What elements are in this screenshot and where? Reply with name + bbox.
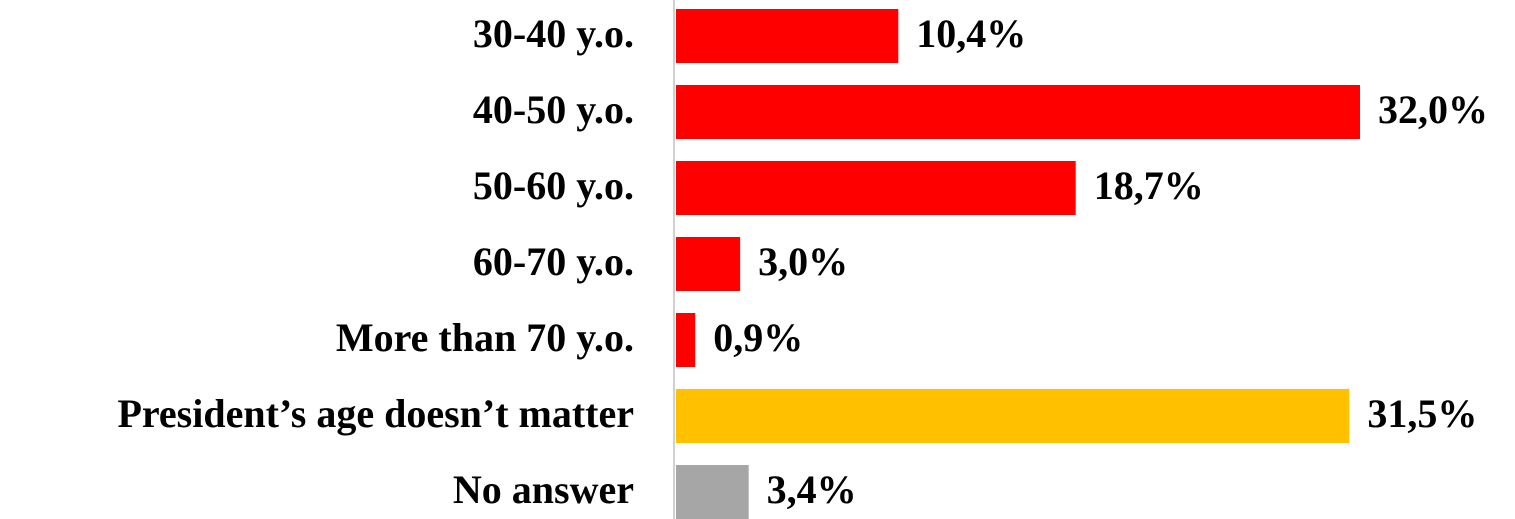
value-label: 31,5% xyxy=(1367,391,1477,436)
category-label: 50-60 y.o. xyxy=(473,163,634,208)
bar xyxy=(676,9,899,63)
category-label: President’s age doesn’t matter xyxy=(117,391,634,436)
bar xyxy=(676,389,1350,443)
category-label: 30-40 y.o. xyxy=(473,11,634,56)
value-label: 32,0% xyxy=(1378,87,1488,132)
bar xyxy=(676,465,749,519)
value-label: 3,4% xyxy=(767,467,857,512)
category-label: 60-70 y.o. xyxy=(473,239,634,284)
value-label: 10,4% xyxy=(916,11,1026,56)
category-label: 40-50 y.o. xyxy=(473,87,634,132)
category-label: More than 70 y.o. xyxy=(336,315,634,360)
bar xyxy=(676,85,1360,139)
bar xyxy=(676,313,696,367)
bar xyxy=(676,161,1076,215)
category-label: No answer xyxy=(453,467,634,512)
value-label: 0,9% xyxy=(713,315,803,360)
bar xyxy=(676,237,741,291)
value-label: 3,0% xyxy=(758,239,848,284)
value-label: 18,7% xyxy=(1094,163,1204,208)
